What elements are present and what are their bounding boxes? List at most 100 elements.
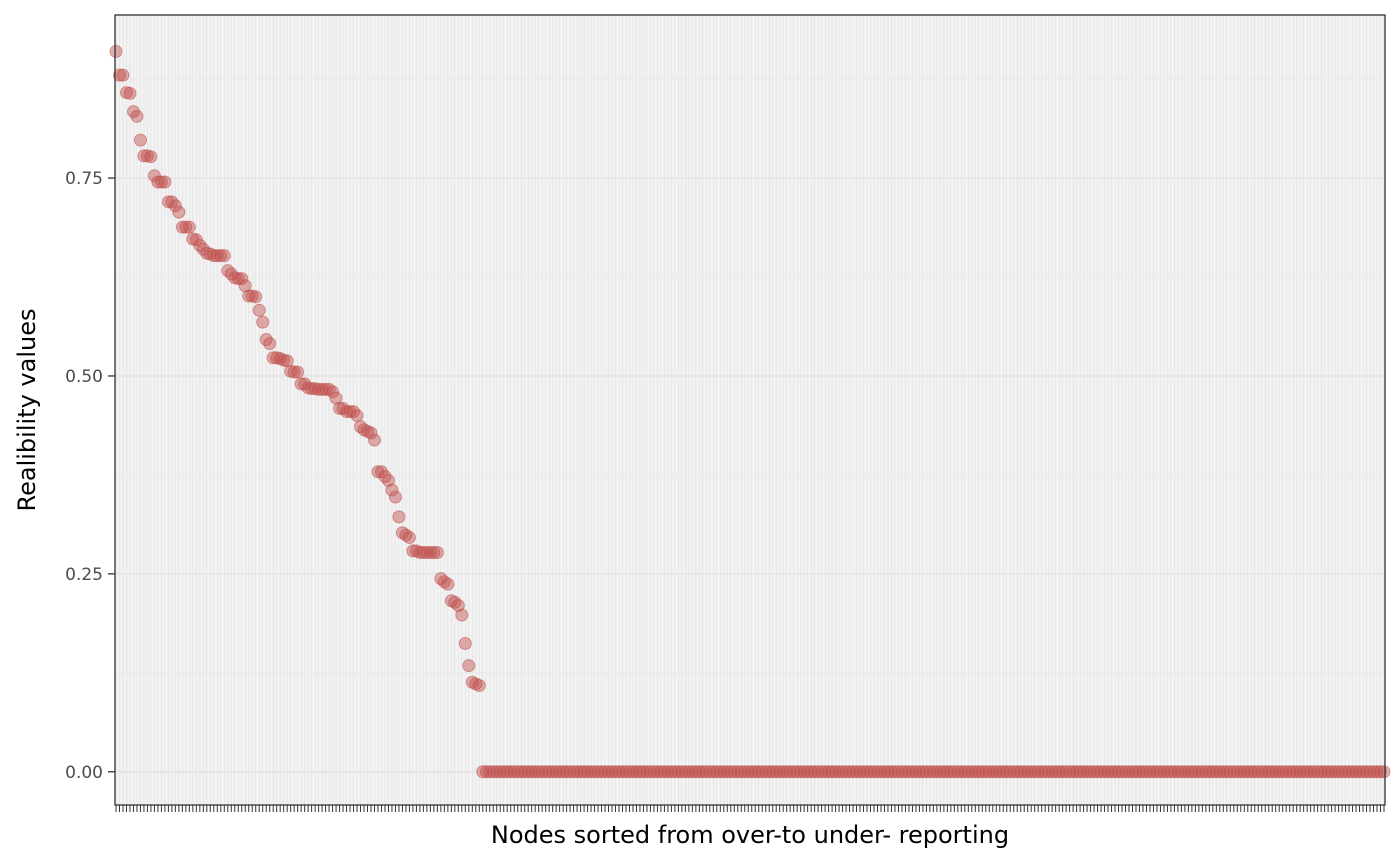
data-point	[1143, 765, 1157, 779]
y-axis-ticks: 0.00 0.25 0.50 0.75	[65, 169, 115, 783]
data-point	[888, 765, 902, 779]
data-point	[210, 249, 224, 263]
data-point	[1262, 765, 1276, 779]
data-point	[598, 765, 612, 779]
data-point	[1049, 765, 1063, 779]
data-point	[532, 765, 546, 779]
data-point	[179, 220, 193, 234]
data-point	[567, 765, 581, 779]
data-point	[1230, 765, 1244, 779]
data-point	[560, 765, 574, 779]
data-point	[249, 290, 263, 304]
data-point	[1181, 765, 1195, 779]
data-point	[315, 382, 329, 396]
data-point	[850, 765, 864, 779]
data-point	[109, 44, 123, 58]
data-point	[933, 765, 947, 779]
data-point	[1125, 765, 1139, 779]
data-point	[619, 765, 633, 779]
data-point	[144, 150, 158, 164]
data-point	[1070, 765, 1084, 779]
data-point	[1157, 765, 1171, 779]
data-point	[154, 175, 168, 189]
data-point	[972, 765, 986, 779]
data-point	[727, 765, 741, 779]
data-point	[423, 545, 437, 559]
data-point	[381, 473, 395, 487]
data-point	[895, 765, 909, 779]
data-point	[385, 483, 399, 497]
data-point	[525, 765, 539, 779]
data-point	[940, 765, 954, 779]
data-point	[720, 765, 734, 779]
data-point	[713, 765, 727, 779]
data-point	[1059, 765, 1073, 779]
data-point	[919, 765, 933, 779]
data-point	[773, 765, 787, 779]
data-point	[1024, 765, 1038, 779]
panel-border	[114, 14, 1386, 806]
data-point	[989, 765, 1003, 779]
data-point	[1360, 765, 1374, 779]
data-point	[909, 765, 923, 779]
data-point	[755, 765, 769, 779]
data-point	[675, 765, 689, 779]
data-point	[1087, 765, 1101, 779]
data-point	[787, 765, 801, 779]
data-point	[259, 333, 273, 347]
data-point	[640, 765, 654, 779]
data-point	[1227, 765, 1241, 779]
y-tick-label: 0.00	[65, 763, 103, 783]
data-point	[612, 765, 626, 779]
data-point	[322, 382, 336, 396]
data-point	[636, 765, 650, 779]
data-point	[843, 765, 857, 779]
data-point	[689, 765, 703, 779]
data-point	[1223, 765, 1237, 779]
data-point	[1091, 765, 1105, 779]
data-point	[857, 765, 871, 779]
data-point	[657, 765, 671, 779]
data-point	[1353, 765, 1367, 779]
data-point	[1164, 765, 1178, 779]
data-point	[563, 765, 577, 779]
data-point	[416, 545, 430, 559]
data-point	[602, 765, 616, 779]
data-point	[252, 303, 266, 317]
data-point	[367, 433, 381, 447]
data-point	[846, 765, 860, 779]
data-point	[1160, 765, 1174, 779]
data-point	[343, 405, 357, 419]
data-point	[577, 765, 591, 779]
data-point	[703, 765, 717, 779]
data-point	[1272, 765, 1286, 779]
data-point	[860, 765, 874, 779]
data-point	[975, 765, 989, 779]
data-point	[1007, 765, 1021, 779]
data-point	[825, 765, 839, 779]
data-point	[371, 465, 385, 479]
data-point	[961, 765, 975, 779]
data-point	[1017, 765, 1031, 779]
data-point	[1066, 765, 1080, 779]
data-point	[1045, 765, 1059, 779]
data-point	[958, 765, 972, 779]
data-point	[591, 765, 605, 779]
data-point	[1234, 765, 1248, 779]
data-point	[458, 637, 472, 651]
data-point	[430, 545, 444, 559]
data-point	[815, 765, 829, 779]
data-point	[539, 765, 553, 779]
data-point	[696, 765, 710, 779]
data-point	[797, 765, 811, 779]
data-point	[553, 765, 567, 779]
data-point	[451, 599, 465, 613]
data-point	[256, 315, 270, 329]
data-point	[724, 765, 738, 779]
data-point	[507, 765, 521, 779]
data-point	[682, 765, 696, 779]
data-point	[595, 765, 609, 779]
data-point	[549, 765, 563, 779]
data-point	[986, 765, 1000, 779]
